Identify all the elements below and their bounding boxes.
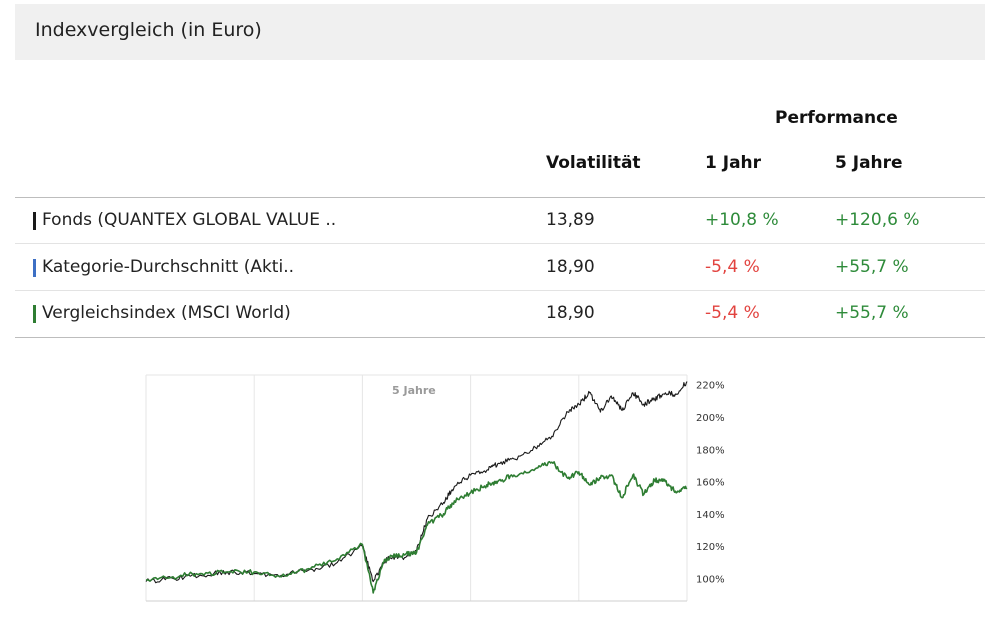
- row-volatility: 18,90: [546, 257, 595, 277]
- row-1-year: -5,4 %: [705, 303, 760, 323]
- row-volatility: 13,89: [546, 210, 595, 230]
- column-header-volatility: Volatilität: [546, 153, 641, 173]
- row-5-years: +55,7 %: [835, 303, 909, 323]
- series-marker-fonds: [33, 212, 36, 230]
- series-line-vergleichsindex: [145, 460, 688, 594]
- table-bottom-divider: [15, 337, 985, 338]
- series-marker-kategorie: [33, 259, 36, 277]
- column-header-5-years: 5 Jahre: [835, 153, 903, 173]
- chart-series: [145, 381, 688, 594]
- chart-period-label: 5 Jahre: [392, 384, 436, 397]
- series-marker-vergleichsindex: [33, 305, 36, 323]
- row-divider: [15, 243, 985, 244]
- row-divider: [15, 290, 985, 291]
- performance-group-header: Performance: [775, 108, 898, 128]
- y-axis-ticks: 100% 120% 140% 160% 180% 200% 220%: [696, 381, 725, 586]
- column-header-1-year: 1 Jahr: [705, 153, 762, 173]
- row-1-year: -5,4 %: [705, 257, 760, 277]
- row-5-years: +55,7 %: [835, 257, 909, 277]
- row-name: Fonds (QUANTEX GLOBAL VALUE ..: [42, 210, 337, 230]
- row-name: Kategorie-Durchschnitt (Akti..: [42, 257, 295, 277]
- page-title: Indexvergleich (in Euro): [35, 19, 262, 41]
- table-header-divider: [15, 197, 985, 198]
- performance-line-chart: 5 Jahre 100% 120% 140% 160% 180% 200% 220%: [145, 374, 725, 602]
- row-name: Vergleichsindex (MSCI World): [42, 303, 291, 323]
- row-5-years: +120,6 %: [835, 210, 920, 230]
- chart-grid: [145, 374, 688, 602]
- y-tick-label: 220%: [696, 381, 725, 392]
- row-1-year: +10,8 %: [705, 210, 779, 230]
- row-volatility: 18,90: [546, 303, 595, 323]
- y-tick-label: 200%: [696, 413, 725, 424]
- header-bar: Indexvergleich (in Euro): [15, 4, 985, 60]
- y-tick-label: 180%: [696, 445, 725, 456]
- y-tick-label: 100%: [696, 574, 725, 585]
- y-tick-label: 140%: [696, 510, 725, 521]
- y-tick-label: 160%: [696, 478, 725, 489]
- y-tick-label: 120%: [696, 542, 725, 553]
